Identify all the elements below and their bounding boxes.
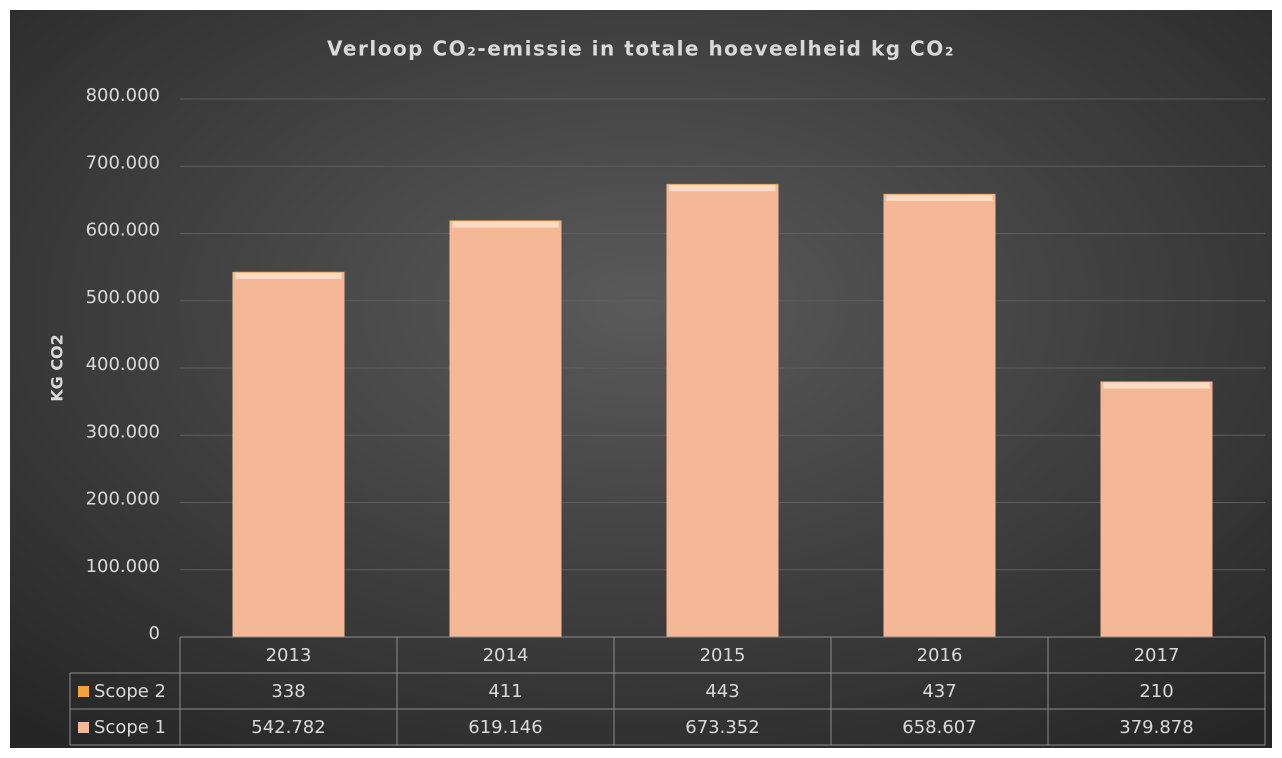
bar-segment [449, 220, 562, 637]
x-tick-label: 2015 [700, 645, 746, 666]
bar-segment [449, 220, 562, 221]
x-tick-label: 2014 [483, 645, 529, 666]
y-tick-label: 300.000 [86, 421, 160, 442]
bar-highlight [235, 272, 342, 279]
bar-segment [232, 271, 345, 273]
data-label: 210 [1139, 681, 1173, 702]
data-label: 379.878 [1119, 717, 1193, 738]
legend-label: Scope 2 [94, 681, 166, 702]
bar-highlight [1103, 382, 1210, 389]
bar-highlight [452, 221, 559, 228]
x-tick-label: 2016 [917, 645, 963, 666]
legend-label: Scope 1 [94, 717, 166, 738]
y-tick-label: 600.000 [86, 220, 160, 241]
data-label: 338 [271, 681, 305, 702]
data-label: 673.352 [685, 717, 759, 738]
x-tick-label: 2017 [1134, 645, 1180, 666]
bar-segment [666, 184, 779, 637]
bar-highlight [886, 195, 993, 202]
bar-segment [883, 194, 996, 637]
bar-segment [666, 183, 779, 185]
data-label: 542.782 [251, 717, 325, 738]
legend-key [78, 686, 89, 697]
y-tick-label: 400.000 [86, 354, 160, 375]
bar-highlight [669, 185, 776, 192]
bar-segment [1100, 381, 1213, 382]
y-tick-label: 0 [149, 623, 160, 644]
y-tick-label: 100.000 [86, 556, 160, 577]
legend-key [78, 722, 89, 733]
data-label: 658.607 [902, 717, 976, 738]
chart-title: Verloop CO₂-emissie in totale hoeveelhei… [327, 37, 955, 61]
data-label: 619.146 [468, 717, 542, 738]
bar-segment [883, 193, 996, 195]
bar-segment [1100, 381, 1213, 637]
x-tick-label: 2013 [266, 645, 312, 666]
data-label: 443 [705, 681, 739, 702]
y-tick-label: 800.000 [86, 85, 160, 106]
bar-segment [232, 271, 345, 637]
y-tick-label: 500.000 [86, 287, 160, 308]
chart-background [10, 10, 1272, 748]
data-label: 411 [488, 681, 522, 702]
y-tick-label: 200.000 [86, 489, 160, 510]
data-label: 437 [922, 681, 956, 702]
y-tick-label: 700.000 [86, 152, 160, 173]
y-axis-title: KG CO2 [48, 334, 67, 402]
